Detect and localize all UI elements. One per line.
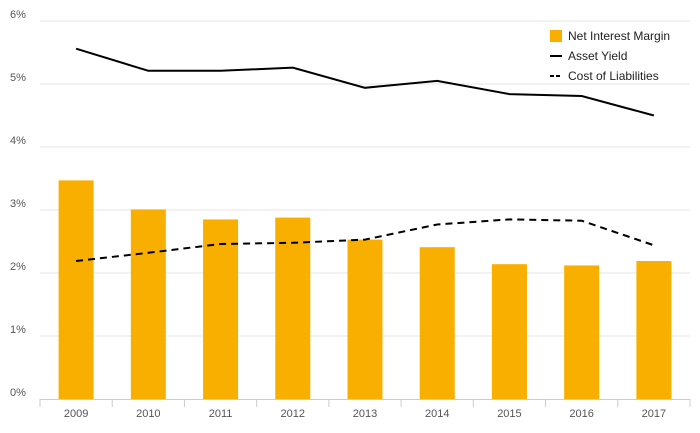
y-tick-label: 5% [10,72,26,84]
x-tick-label: 2009 [64,408,88,420]
y-axis-tick-labels: 0% 1% 2% 3% 4% 5% 6% [10,9,26,399]
y-tick-label: 4% [10,135,26,147]
bar-2009 [58,180,94,399]
x-tick-label: 2016 [569,408,593,420]
bar-2012 [275,217,311,399]
y-tick-label: 3% [10,198,26,210]
bar-2010 [130,209,166,399]
x-tick-label: 2012 [281,408,305,420]
bar-2011 [203,219,239,399]
x-tick-label: 2010 [136,408,160,420]
x-tick-label: 2014 [425,408,449,420]
line-asset-yield [75,47,655,117]
line-series [75,47,655,262]
bar-2015 [491,264,527,399]
y-tick-label: 1% [10,324,26,336]
bar-series-net-interest-margin [58,180,672,399]
legend: Net Interest Margin Asset Yield Cost of Li… [550,29,670,83]
bar-2013 [347,239,383,399]
x-tick-label: 2013 [353,408,377,420]
bar-2014 [419,247,455,399]
bar-2017 [636,261,672,399]
x-tick-label: 2017 [642,408,666,420]
x-tick-label: 2015 [497,408,521,420]
y-tick-label: 0% [10,387,26,399]
legend-label-net-interest-margin: Net Interest Margin [568,29,670,43]
line-cost-of-liabilities [75,218,655,262]
x-tick-label: 2011 [209,408,233,420]
y-tick-label: 2% [10,261,26,273]
legend-swatch-net-interest-margin [550,30,562,42]
legend-label-cost-of-liabilities: Cost of Liabilities [568,69,659,83]
legend-label-asset-yield: Asset Yield [568,49,627,63]
x-axis: 2009 2010 2011 2012 2013 2014 2015 2016 2017 [39,399,691,420]
bar-2016 [564,265,600,399]
y-tick-label: 6% [10,9,26,21]
